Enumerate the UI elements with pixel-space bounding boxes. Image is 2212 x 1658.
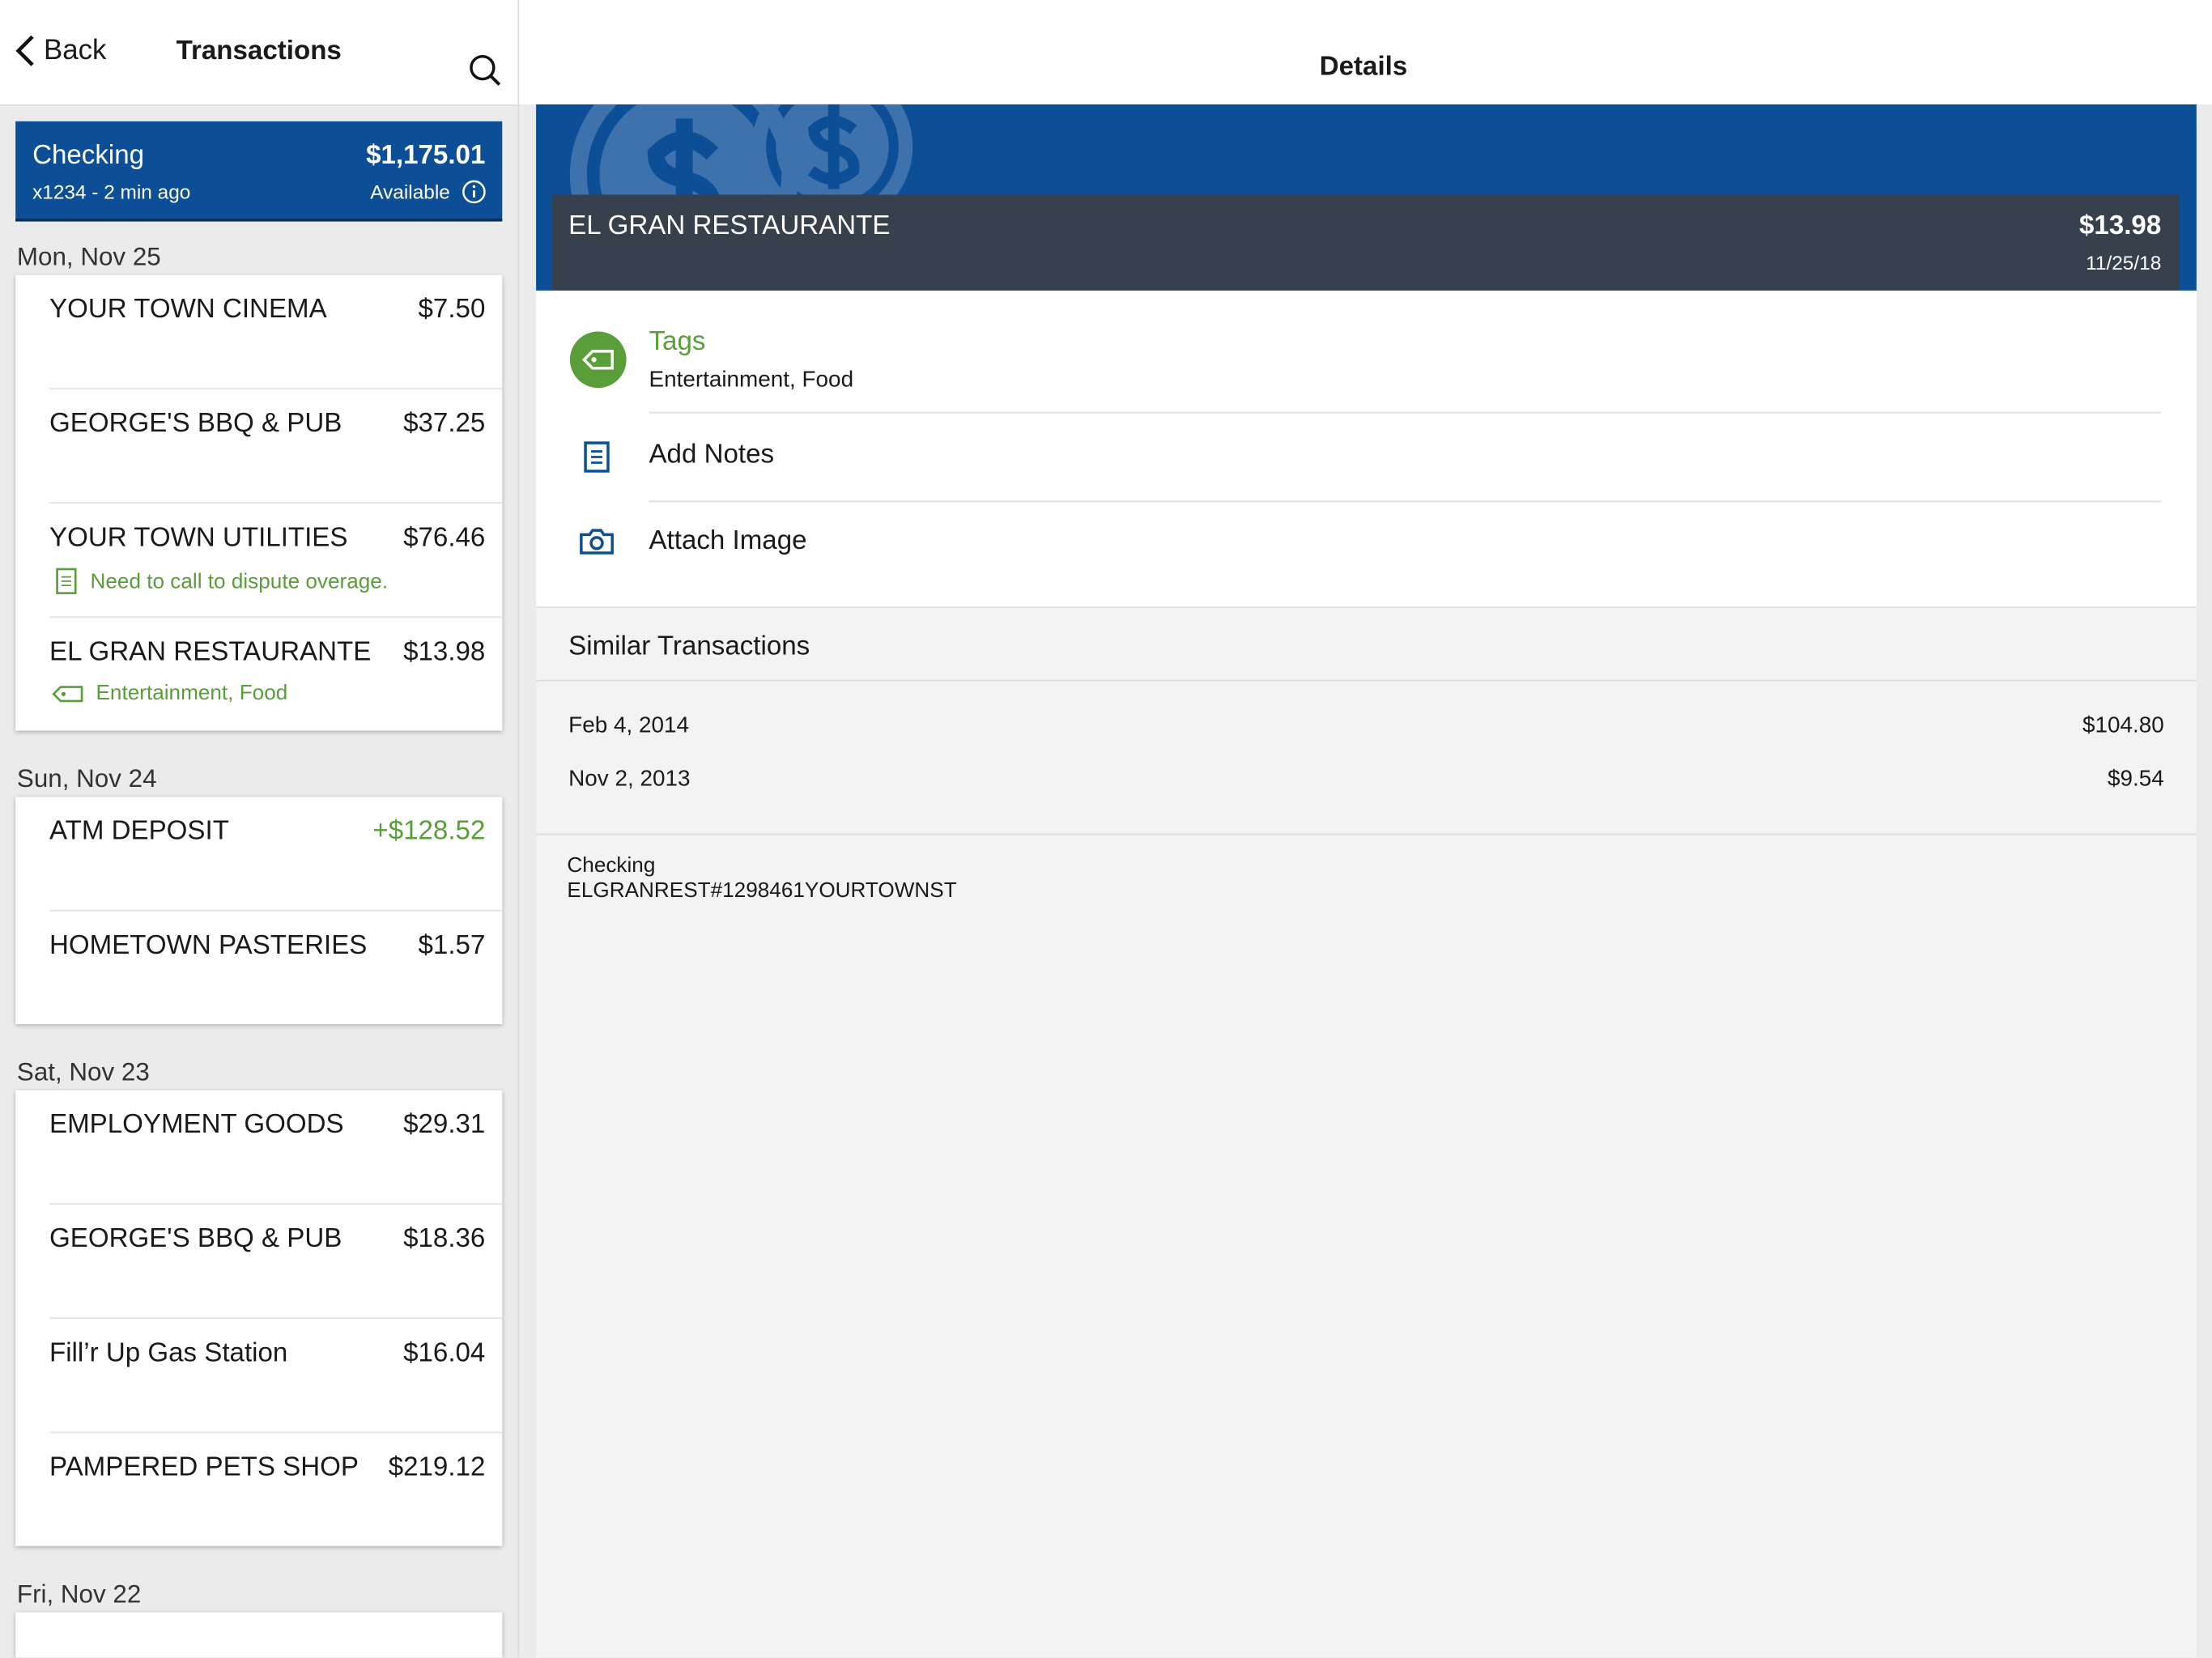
account-card[interactable]: Checking $1,175.01 x1234 - 2 min ago Ava… <box>15 121 503 222</box>
search-button[interactable] <box>468 53 502 87</box>
amount: $76.46 <box>403 523 486 554</box>
title: Transactions <box>176 36 342 66</box>
footer-line: ELGRANREST#1298461YOURTOWNST <box>567 878 957 903</box>
merchant: YOUR TOWN CINEMA <box>49 295 327 325</box>
details-header: Details <box>519 0 2212 104</box>
amount: $13.98 <box>403 637 486 668</box>
transaction-row[interactable]: GEORGE'S BBQ & PUB $18.36 <box>49 1205 503 1320</box>
similar-amount: $9.54 <box>2107 767 2164 792</box>
date-header: Fri, Nov 22 <box>16 1579 142 1609</box>
merchant: EL GRAN RESTAURANTE <box>49 637 372 668</box>
tags: Entertainment, Food <box>52 681 288 706</box>
camera-icon <box>580 529 614 555</box>
add-notes[interactable]: Add Notes <box>649 440 775 470</box>
transaction-row[interactable]: PAMPERED PETS SHOP $219.12 <box>49 1433 502 1545</box>
divider <box>536 679 2197 682</box>
amount: $29.31 <box>403 1110 486 1140</box>
transaction-row[interactable]: EL GRAN RESTAURANTE $13.98 Entertainment, … <box>49 618 502 730</box>
divider <box>649 500 2162 503</box>
note-text: Need to call to dispute overage. <box>90 569 389 593</box>
info-section: Tags Entertainment, Food Add Notes Attac… <box>536 290 2197 608</box>
transaction-row[interactable]: YOUR TOWN CINEMA $7.50 <box>49 275 503 389</box>
divider <box>649 411 2162 414</box>
note-icon <box>56 568 77 594</box>
transaction-card <box>15 1612 503 1658</box>
details-title: Details <box>1319 52 1408 83</box>
amount: $219.12 <box>388 1452 486 1483</box>
amount: $16.04 <box>403 1338 486 1369</box>
date-header: Sun, Nov 24 <box>16 764 157 793</box>
transaction-list: Mon, Nov 25 YOUR TOWN CINEMA $7.50 GEORGE'S… <box>0 226 517 1658</box>
merchant: PAMPERED PETS SHOP <box>49 1452 359 1483</box>
merchant: GEORGE'S BBQ & PUB <box>49 1224 342 1254</box>
date-header: Sat, Nov 23 <box>16 1057 150 1086</box>
attach-image[interactable]: Attach Image <box>649 525 807 556</box>
transaction-row[interactable]: GEORGE'S BBQ & PUB $37.25 <box>49 389 503 504</box>
account-balance: $1,175.01 <box>366 141 486 171</box>
similar-amount: $104.80 <box>2082 713 2164 738</box>
similar-row[interactable]: Feb 4, 2014 $104.80 <box>568 714 2164 767</box>
amount: $18.36 <box>403 1224 486 1254</box>
amount: $1.57 <box>418 930 486 961</box>
similar-title: Similar Transactions <box>568 631 810 662</box>
date-header: Mon, Nov 25 <box>16 242 161 271</box>
tags-label[interactable]: Tags <box>649 327 706 357</box>
account-sub: x1234 - 2 min ago <box>32 181 191 203</box>
footer: Checking ELGRANREST#1298461YOURTOWNST <box>567 853 956 904</box>
date: 11/25/18 <box>2086 251 2162 274</box>
merchant: ATM DEPOSIT <box>49 816 229 847</box>
note: Need to call to dispute overage. <box>55 567 388 595</box>
divider <box>536 833 2197 835</box>
transaction-row[interactable]: YOUR TOWN UTILITIES $76.46 Need to call to… <box>49 504 503 619</box>
back-icon <box>15 35 34 66</box>
similar-row[interactable]: Nov 2, 2013 $9.54 <box>568 767 2164 821</box>
header: Back Transactions <box>0 0 518 106</box>
amount: $37.25 <box>403 409 486 439</box>
details-pane: EL GRAN RESTAURANTE $13.98 11/25/18 Tags… <box>536 104 2197 1658</box>
info-icon[interactable] <box>462 179 487 204</box>
transaction-row[interactable]: HOMETOWN PASTERIES $1.57 <box>49 912 502 1024</box>
account-name: Checking <box>32 141 145 171</box>
back-button[interactable]: Back <box>14 34 106 68</box>
tag-icon <box>569 331 627 389</box>
transaction-card: EMPLOYMENT GOODS $29.31 GEORGE'S BBQ & PUB… <box>15 1090 503 1546</box>
similar-date: Feb 4, 2014 <box>568 713 689 738</box>
merchant: YOUR TOWN UTILITIES <box>49 523 348 554</box>
amount: +$128.52 <box>372 816 486 847</box>
merchant: EL GRAN RESTAURANTE <box>568 211 891 241</box>
tags-value: Entertainment, Food <box>649 368 854 393</box>
similar-date: Nov 2, 2013 <box>568 767 691 792</box>
amount: $7.50 <box>418 295 486 325</box>
notes-icon <box>584 441 610 473</box>
footer-line: Checking <box>567 853 656 878</box>
similar-list: Feb 4, 2014 $104.80 Nov 2, 2013 $9.54 <box>568 714 2164 821</box>
merchant: Fill’r Up Gas Station <box>49 1338 288 1369</box>
transaction-card: ATM DEPOSIT +$128.52 HOMETOWN PASTERIES $1.… <box>15 797 503 1024</box>
transaction-row[interactable]: ATM DEPOSIT +$128.52 <box>49 797 503 912</box>
banner: EL GRAN RESTAURANTE $13.98 11/25/18 <box>536 104 2197 291</box>
amount: $13.98 <box>2079 211 2162 241</box>
transaction-card: YOUR TOWN CINEMA $7.50 GEORGE'S BBQ & PUB $… <box>15 274 503 731</box>
transactions-pane: Back Transactions Checking $1,175.01 x12… <box>0 0 520 1658</box>
merchant: GEORGE'S BBQ & PUB <box>49 409 342 439</box>
transaction-row[interactable]: EMPLOYMENT GOODS $29.31 <box>49 1090 503 1205</box>
available-label: Available <box>370 181 450 203</box>
merchant: HOMETOWN PASTERIES <box>49 930 368 961</box>
tags-text: Entertainment, Food <box>96 681 288 706</box>
merchant-bar: EL GRAN RESTAURANTE $13.98 11/25/18 <box>551 194 2180 291</box>
back-label: Back <box>44 34 107 66</box>
transaction-row[interactable]: Fill’r Up Gas Station $16.04 <box>49 1319 503 1434</box>
tag-icon <box>52 685 83 702</box>
merchant: EMPLOYMENT GOODS <box>49 1110 344 1140</box>
